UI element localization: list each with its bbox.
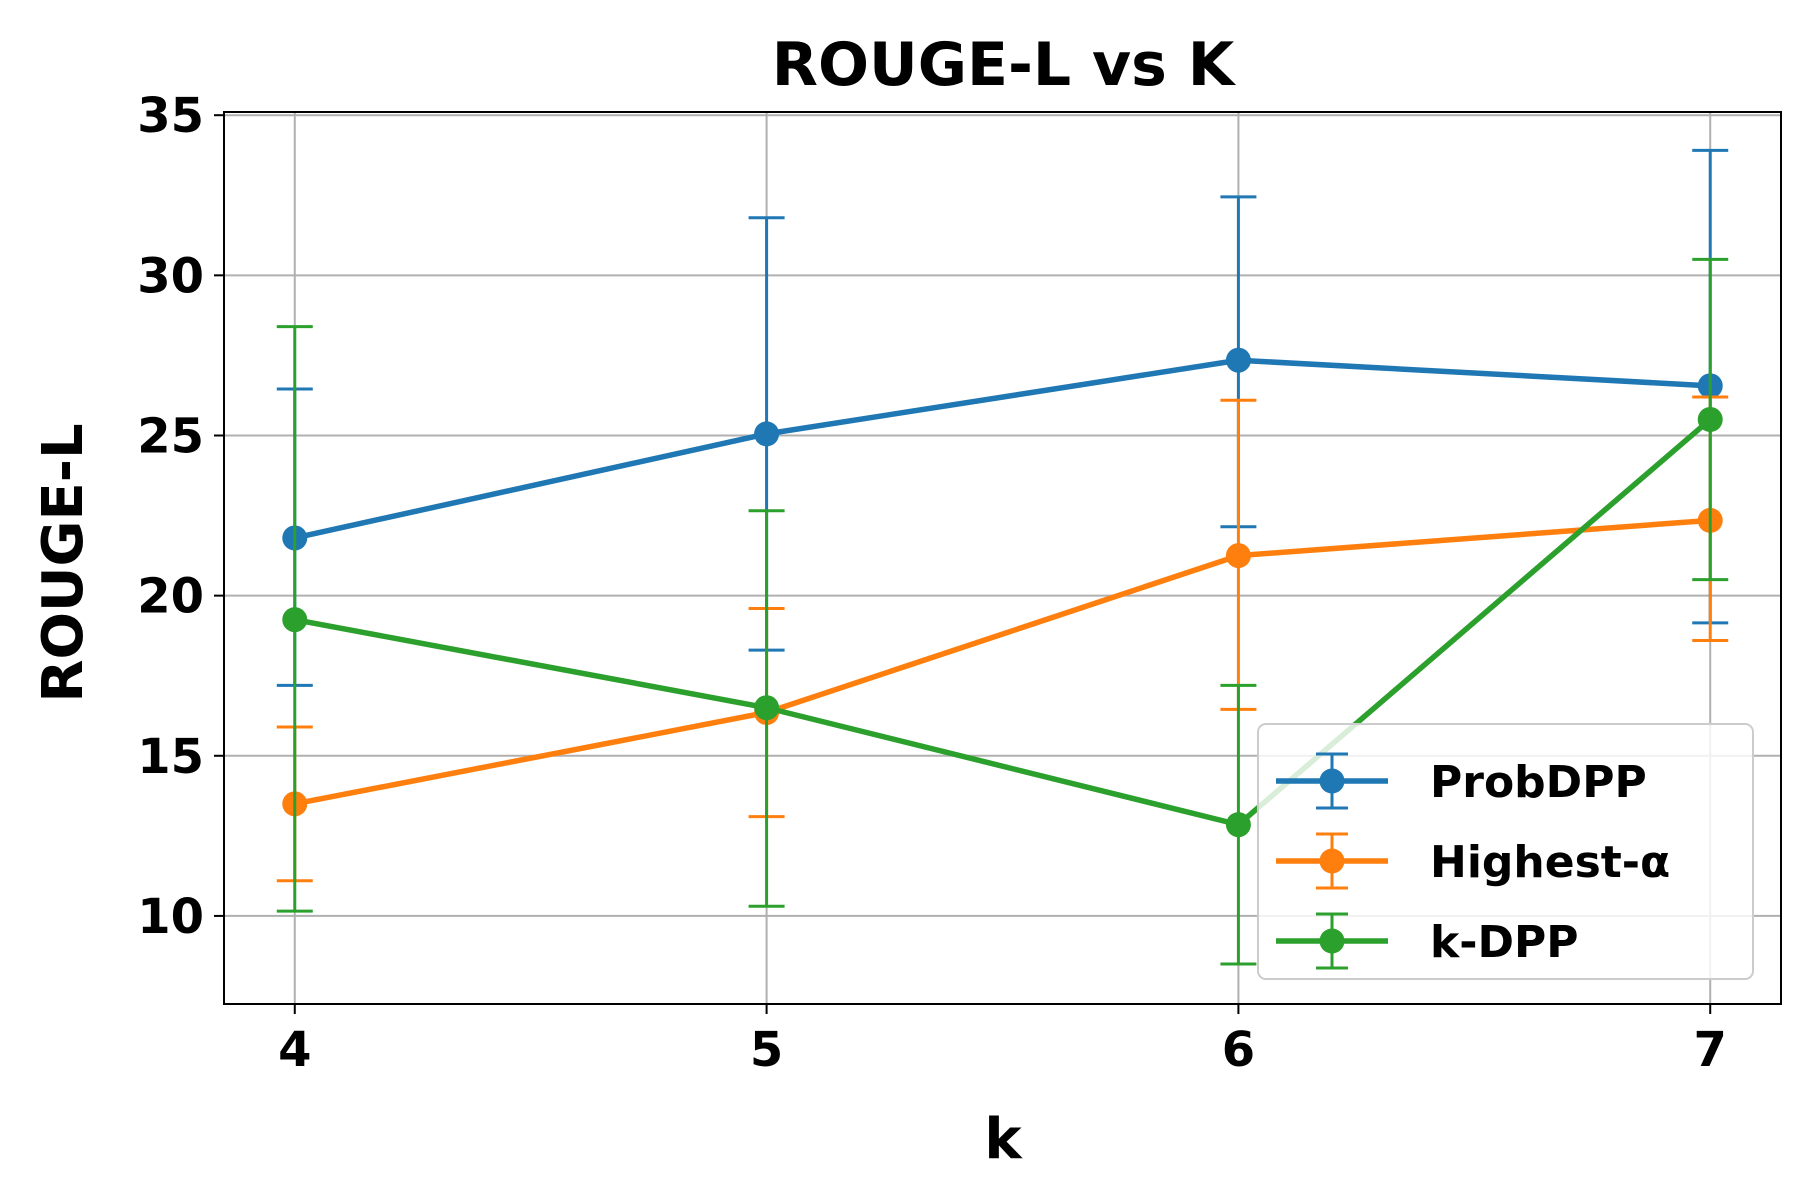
plot-frame: [223, 111, 1782, 1005]
series-line: [294, 417, 1713, 828]
y-axis-label: ROUGE-L: [31, 423, 96, 702]
y-tick-label: 35: [137, 88, 204, 144]
data-point: [1225, 347, 1251, 373]
y-tick-label: 25: [137, 408, 204, 464]
data-point: [282, 607, 308, 633]
legend-label: k-DPP: [1430, 917, 1579, 968]
data-point: [1225, 543, 1251, 569]
x-axis-label: k: [984, 1107, 1023, 1172]
x-tick-label: 4: [278, 1022, 311, 1078]
series-ProbDPP: [276, 148, 1729, 687]
y-tick-label: 15: [137, 729, 204, 785]
legend-item: ProbDPP: [1276, 752, 1647, 810]
legend-label: Highest-α: [1430, 837, 1670, 888]
legend-marker: [1319, 928, 1345, 954]
data-point: [1697, 406, 1723, 432]
legend-item: k-DPP: [1276, 912, 1579, 970]
legend-marker: [1319, 768, 1345, 794]
series-line: [294, 517, 1711, 807]
y-tick-label: 30: [137, 248, 204, 304]
series-line: [294, 357, 1711, 541]
legend-box: [1257, 723, 1754, 980]
data-point: [1225, 812, 1251, 838]
series-k-DPP: [276, 257, 1729, 966]
data-point: [754, 421, 780, 447]
axis-ticks: 4 5 6 7 10 15 20 25 30 35: [137, 88, 1727, 1078]
legend: ProbDPP Highest-α k-DPP: [1257, 723, 1754, 980]
legend-item: Highest-α: [1276, 832, 1670, 890]
series-layer: [276, 148, 1729, 966]
data-point: [754, 695, 780, 721]
chart-title: ROUGE-L vs K: [772, 30, 1237, 100]
legend-label: ProbDPP: [1430, 757, 1647, 808]
legend-marker: [1319, 848, 1345, 874]
y-tick-label: 10: [137, 889, 204, 945]
y-tick-label: 20: [137, 569, 204, 625]
x-tick-label: 6: [1222, 1022, 1255, 1078]
x-tick-label: 5: [750, 1022, 783, 1078]
x-tick-label: 7: [1694, 1022, 1727, 1078]
